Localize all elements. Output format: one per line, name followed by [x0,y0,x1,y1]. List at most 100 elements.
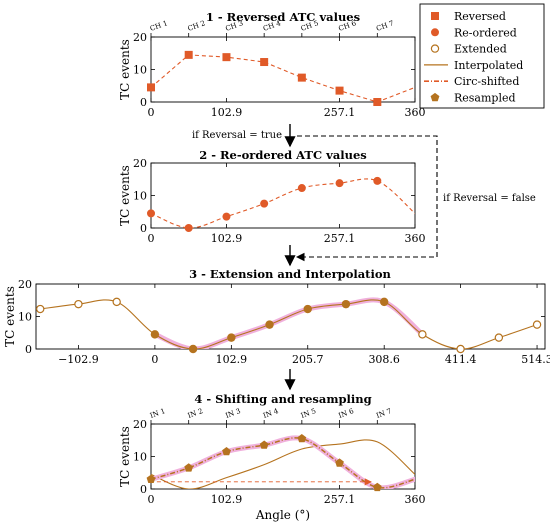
panel2-point [297,184,306,193]
legend-label: Re-ordered [454,26,517,39]
legend-label: Circ-shifted [454,75,519,88]
panel4-interpolated-line [151,439,415,489]
panel2-point [184,224,193,232]
legend-marker-circle [431,28,439,37]
flow-cond-true: if Reversal = true [192,130,282,141]
panel4-ytick-label: 20 [133,418,147,431]
panel4-resampled-point [184,463,194,472]
panel1-ytick-label: 0 [140,96,147,109]
panel4-ytick-label: 10 [133,451,147,464]
panel4-ylabel: TC events [118,426,132,487]
panel4-resampled-point [222,447,231,456]
panel2-point [260,199,269,208]
panel1-ylabel: TC events [118,39,132,100]
panel1-title: 1 - Reversed ATC values [206,10,360,24]
panel3-xtick-label: 0 [151,353,158,366]
panel4-ytick-label: 0 [140,483,147,496]
panel1-top-label: CH 7 [375,19,395,33]
panel4-xtick-label: 257.1 [324,493,356,506]
panel2-xtick-label: 257.1 [324,232,356,245]
panel4-highlight-band [151,435,415,489]
panel3-title: 3 - Extension and Interpolation [189,267,391,281]
legend-marker-open-circle [430,44,440,53]
panel3-extended-point [36,304,45,314]
legend-marker-pentagon [430,92,440,102]
panel4-circshift-line [151,437,415,489]
panel3-ytick-label: 20 [18,278,32,291]
panel1-xtick-label: 102.9 [211,106,243,119]
panel3-extended-point [494,333,504,342]
legend-label: Resampled [454,92,516,105]
panel3-xtick-label: 514.3 [521,353,550,366]
legend-marker-square [431,12,439,20]
panel2-point [147,209,155,218]
panel1-top-label: CH 1 [149,19,169,33]
panel2-ylabel: TC events [118,165,132,226]
panel2-xtick-label: 360 [405,232,426,245]
panel3-xtick-label: −102.9 [58,353,99,366]
panel3-xtick-label: 102.9 [216,353,248,366]
panel2-ytick-label: 20 [133,157,147,170]
panel4-resampled-point [297,434,307,443]
panel1-point [335,86,344,95]
panel2-xtick-label: 0 [148,232,155,245]
panel4-xlabel: Angle (°) [255,508,310,522]
panel4-xtick-label: 0 [148,493,155,506]
panel4-top-label: IN 4 [262,407,280,420]
panel1-point [147,83,155,92]
panel3-extended-point [74,299,83,309]
panel1-frame [150,36,416,103]
legend-label: Extended [454,43,507,56]
panel2-ytick-label: 10 [133,190,147,203]
panel4-resampled-point [372,482,382,492]
panel2-point [222,212,231,221]
panel4-top-label: IN 2 [187,407,204,420]
panel4-resampled-point [259,440,269,449]
flow-arrow-bypass [295,135,438,262]
legend-label: Interpolated [454,59,523,72]
panel3-highlight-band [152,297,425,349]
panel3-extended-point [418,330,427,339]
panel4-title: 4 - Shifting and resampling [194,392,371,406]
legend-box [419,3,545,109]
panel1-ytick-label: 10 [133,64,147,77]
panel3-reordered-point [303,304,312,314]
panel1-point [184,50,193,59]
panel4-resampled-point [146,474,156,483]
panel3-xtick-label: 205.7 [292,353,324,366]
panel3-xtick-label: 308.6 [368,353,400,366]
panel3-interpolated-line [40,299,538,349]
panel3-reordered-point [227,333,236,342]
panel4-xtick-label: 360 [405,493,426,506]
legend-label: Reversed [454,10,506,23]
panel2-point [335,179,344,188]
panel1-series-line [151,54,415,102]
panel2-xtick-label: 102.9 [211,232,243,245]
panel1-point [222,53,231,62]
panel3-ylabel: TC events [3,286,17,347]
panel1-xtick-label: 0 [148,106,155,119]
panel1-xtick-label: 360 [405,106,426,119]
panel3-reordered-point [265,320,274,329]
panel3-reordered-point [150,330,160,339]
panel3-extended-point [456,344,465,354]
panel4-top-label: IN 3 [224,407,241,420]
panel4-xtick-label: 102.9 [211,493,243,506]
panel1-point [373,98,382,106]
panel4-resampled-point [335,458,344,467]
panel2-point [373,176,382,185]
panel3-ytick-label: 10 [18,311,32,324]
panel4-top-label: IN 6 [337,407,355,420]
panel4-top-label: IN 5 [300,407,317,420]
panel1-top-label: CH 2 [187,19,207,33]
flow-cond-false: if Reversal = false [443,193,536,204]
panel4-top-label: IN 1 [149,407,166,420]
panel3-reordered-point [341,299,351,309]
panel3-extended-point [112,297,121,307]
panel2-title: 2 - Re-ordered ATC values [199,148,367,162]
panel3-reordered-point [188,344,198,354]
panel1-point [260,58,269,67]
panel2-series-line [151,178,415,228]
panel3-extended-point [532,320,542,329]
panel3-xtick-label: 411.4 [445,353,477,366]
